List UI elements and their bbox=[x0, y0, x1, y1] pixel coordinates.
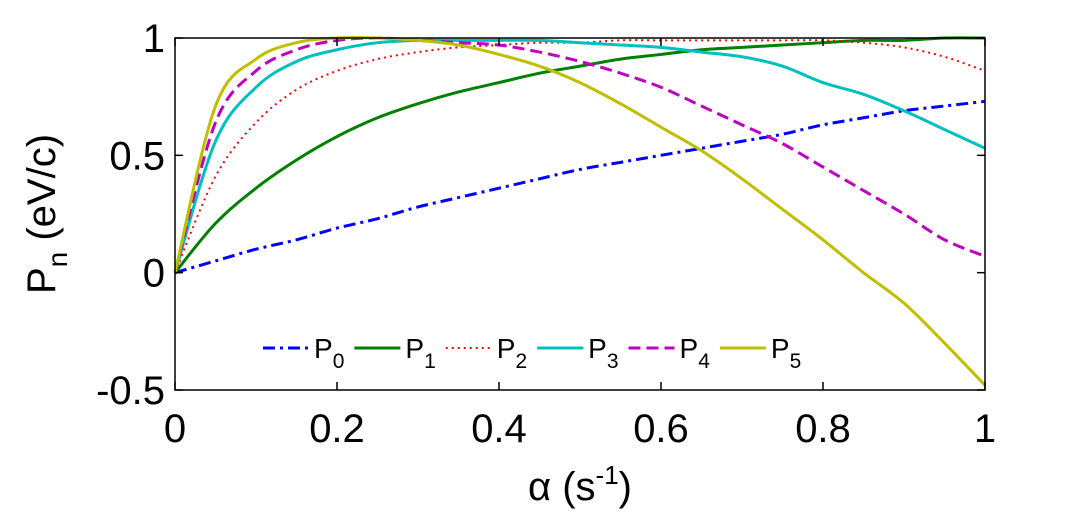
x-tick-label: 0.8 bbox=[795, 407, 851, 451]
x-tick-label: 0.4 bbox=[471, 407, 527, 451]
legend-label: P2 bbox=[497, 333, 527, 373]
y-axis-label: Pn (eV/c) bbox=[20, 134, 73, 294]
legend-label: P4 bbox=[680, 333, 711, 373]
y-tick-label: 1 bbox=[143, 17, 165, 61]
y-tick-label: 0.5 bbox=[109, 134, 165, 178]
legend-item-p5: P5 bbox=[719, 333, 801, 373]
plot-background bbox=[175, 38, 985, 390]
x-axis-label: α (s-1) bbox=[528, 460, 632, 509]
x-tick-label: 0.6 bbox=[633, 407, 689, 451]
ticks-layer: 0 0.2 0.4 0.6 0.8 1-0.500.51 bbox=[96, 17, 996, 451]
legend-label: P0 bbox=[314, 333, 344, 373]
legend-item-p0: P0 bbox=[263, 333, 344, 373]
x-axis-label-sup: -1 bbox=[596, 460, 619, 490]
series-line-p5 bbox=[173, 36, 987, 387]
legend: P0 P1 P2 P3 P4 P5 bbox=[263, 333, 801, 373]
y-tick-label: 0 bbox=[143, 252, 165, 296]
x-tick-label: 0.2 bbox=[309, 407, 365, 451]
legend-item-p4: P4 bbox=[628, 333, 711, 373]
legend-item-p3: P3 bbox=[537, 333, 619, 373]
x-axis-label-tail: ) bbox=[619, 465, 632, 509]
series-line-p0 bbox=[174, 99, 986, 275]
y-tick-label: -0.5 bbox=[96, 369, 165, 413]
legend-label: P5 bbox=[771, 333, 801, 373]
y-axis-label-tail: (eV/c) bbox=[20, 134, 64, 252]
x-axis-label-base: α (s bbox=[528, 465, 596, 509]
series-layer bbox=[173, 36, 987, 387]
legend-item-p1: P1 bbox=[354, 333, 436, 373]
y-axis-label-sub: n bbox=[42, 252, 73, 268]
series-line-p4 bbox=[173, 36, 986, 274]
legend-label: P1 bbox=[405, 333, 435, 373]
y-axis-label-base: P bbox=[20, 267, 64, 294]
legend-label: P3 bbox=[588, 333, 618, 373]
plot-frame bbox=[174, 37, 986, 391]
x-tick-label: 1 bbox=[974, 407, 996, 451]
x-tick-label: 0 bbox=[164, 407, 186, 451]
series-line-p3 bbox=[173, 38, 986, 274]
legend-item-p2: P2 bbox=[445, 333, 527, 373]
